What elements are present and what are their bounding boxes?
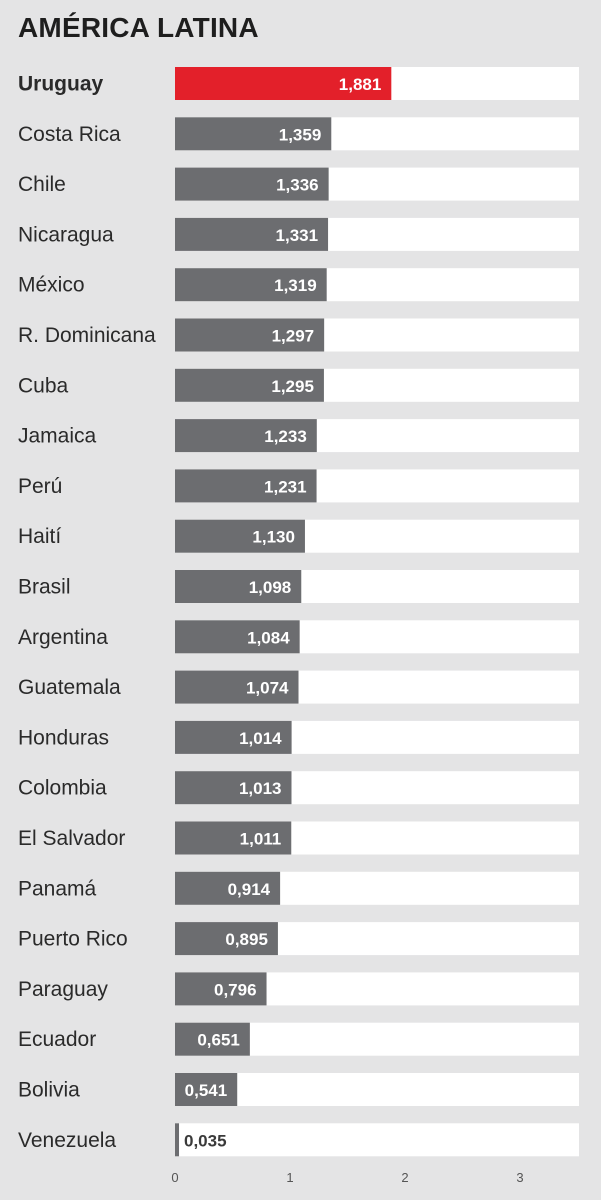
category-label: Jamaica bbox=[18, 425, 97, 448]
value-label: 1,319 bbox=[274, 276, 317, 295]
bar bbox=[175, 167, 329, 201]
bar bbox=[175, 1022, 250, 1056]
value-label: 1,011 bbox=[240, 830, 282, 849]
value-label: 1,231 bbox=[264, 477, 307, 496]
bar bbox=[175, 720, 292, 754]
bar bbox=[175, 117, 332, 151]
category-label: Brasil bbox=[18, 576, 71, 599]
bar bbox=[175, 1123, 180, 1157]
value-label: 0,035 bbox=[184, 1131, 227, 1150]
category-label: R. Dominicana bbox=[18, 324, 156, 347]
bar bbox=[175, 318, 325, 352]
bar-track bbox=[175, 1123, 579, 1157]
bar bbox=[175, 217, 329, 251]
value-label: 0,796 bbox=[214, 980, 257, 999]
value-label: 0,541 bbox=[185, 1081, 228, 1100]
category-label: El Salvador bbox=[18, 827, 125, 850]
bar bbox=[175, 570, 302, 603]
category-label: Perú bbox=[18, 475, 62, 498]
bar bbox=[175, 922, 278, 956]
bar bbox=[175, 821, 292, 855]
category-label: México bbox=[18, 274, 85, 297]
bar bbox=[175, 419, 317, 453]
bar bbox=[175, 469, 317, 503]
value-label: 1,014 bbox=[239, 729, 282, 748]
category-label: Paraguay bbox=[18, 978, 108, 1001]
value-label: 1,881 bbox=[339, 75, 382, 94]
value-label: 1,130 bbox=[252, 528, 295, 547]
category-label: Cuba bbox=[18, 374, 69, 397]
value-label: 1,295 bbox=[271, 377, 314, 396]
category-label: Honduras bbox=[18, 726, 109, 749]
value-label: 1,331 bbox=[276, 226, 319, 245]
x-tick-label: 1 bbox=[286, 1170, 293, 1185]
bar bbox=[175, 1073, 238, 1106]
bar bbox=[175, 368, 324, 402]
category-label: Haití bbox=[18, 525, 61, 548]
value-label: 0,651 bbox=[197, 1031, 240, 1050]
category-label: Venezuela bbox=[18, 1129, 116, 1152]
x-tick-label: 2 bbox=[401, 1170, 408, 1185]
bar bbox=[175, 519, 305, 553]
value-label: 1,297 bbox=[272, 327, 315, 346]
value-label: 1,359 bbox=[279, 125, 322, 144]
value-label: 1,084 bbox=[247, 628, 290, 647]
category-label: Costa Rica bbox=[18, 123, 121, 146]
value-label: 0,895 bbox=[225, 930, 268, 949]
value-label: 1,013 bbox=[239, 779, 282, 798]
category-label: Bolivia bbox=[18, 1079, 80, 1102]
bar bbox=[175, 771, 292, 805]
category-label: Guatemala bbox=[18, 676, 121, 699]
bar bbox=[175, 670, 299, 704]
chart-title: AMÉRICA LATINA bbox=[18, 12, 259, 43]
bar bbox=[175, 972, 267, 1006]
value-label: 1,233 bbox=[264, 427, 307, 446]
category-label: Uruguay bbox=[18, 73, 104, 96]
bar bbox=[175, 268, 327, 302]
bar-track bbox=[175, 1073, 579, 1106]
x-tick-label: 3 bbox=[516, 1170, 523, 1185]
value-label: 1,074 bbox=[246, 679, 289, 698]
category-label: Panamá bbox=[18, 877, 97, 900]
bar bbox=[175, 620, 300, 654]
bar bbox=[175, 871, 281, 905]
category-label: Colombia bbox=[18, 777, 107, 800]
value-label: 1,098 bbox=[249, 578, 292, 597]
x-tick-label: 0 bbox=[171, 1170, 178, 1185]
highlighted-bar bbox=[175, 67, 392, 100]
category-label: Chile bbox=[18, 173, 66, 196]
value-label: 0,914 bbox=[228, 880, 271, 899]
category-label: Argentina bbox=[18, 626, 108, 649]
category-label: Ecuador bbox=[18, 1028, 96, 1051]
category-label: Nicaragua bbox=[18, 223, 114, 246]
category-label: Puerto Rico bbox=[18, 928, 128, 951]
value-label: 1,336 bbox=[276, 176, 319, 195]
